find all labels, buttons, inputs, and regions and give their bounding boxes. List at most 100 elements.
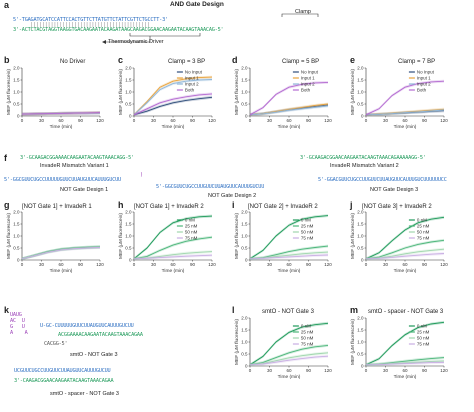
chart9-legend-label: 0 nM [417, 324, 427, 329]
chart8-xtick-label: 0 [249, 368, 252, 373]
chart5-xlabel: Time (min) [162, 268, 185, 274]
chart6-xtick-label: 90 [306, 262, 312, 267]
chart3-xlabel: Time (min) [394, 124, 417, 130]
not1-loop: ) [140, 172, 143, 178]
chart2-legend-label: Input 1 [301, 76, 315, 81]
chart5-xtick-label: 30 [151, 262, 157, 267]
panel-label-c: c [118, 55, 124, 65]
chart4-xtick-label: 30 [39, 262, 45, 267]
chart5-legend-label: 50 nM [185, 230, 198, 235]
not1-name: NOT Gate Design 1 [60, 187, 109, 193]
chart3-xtick-label: 60 [402, 118, 408, 123]
chart8-legend-label: 25 nM [301, 330, 314, 335]
panel-label-e: e [350, 55, 356, 65]
chart1-series-band [134, 95, 212, 116]
chart9-series-line [365, 321, 445, 366]
chart5-ytick-label: 0 [129, 258, 132, 263]
chart5-ytick-label: 2.0 [125, 210, 132, 215]
chart2-series-band [250, 81, 328, 116]
chart8-legend-label: 0 nM [301, 324, 311, 329]
chart4-xtick-label: 0 [21, 262, 24, 267]
chart2-series-line [249, 81, 329, 116]
chart5-series-line [133, 254, 213, 260]
k-seq1-tail: CACGG-5' [44, 341, 68, 347]
chart6-ytick-label: 2.0 [241, 210, 248, 215]
chart4-ytick-label: 2.0 [13, 210, 20, 215]
chart6-legend-label: 75 nM [301, 236, 314, 241]
chart9-xtick-label: 90 [422, 368, 428, 373]
chart8-xtick-label: 30 [267, 368, 273, 373]
panel-title-h: [NOT Gate 1] + InvadeR 2 [134, 204, 204, 210]
chart1-xtick-label: 90 [190, 118, 196, 123]
chart0-ytick-label: 1.5 [13, 78, 20, 83]
chart1-xtick-label: 30 [151, 118, 157, 123]
chart9-xtick-label: 120 [440, 368, 448, 373]
chart2-ytick-label: 1.5 [241, 78, 248, 83]
chart7-ytick-label: 1.5 [357, 222, 364, 227]
chart6-xlabel: Time (min) [278, 268, 301, 274]
not3-name: NOT Gate Design 3 [370, 187, 419, 193]
panel-label-d: d [232, 55, 238, 65]
chart7-xtick-label: 0 [365, 262, 368, 267]
chart7-xlabel: Time (min) [394, 268, 417, 274]
chart5-ytick-label: 1.0 [125, 234, 132, 239]
chart2-xtick-label: 0 [249, 118, 252, 123]
chart5-ylabel: MEF (μM fluorescein) [118, 213, 124, 259]
chart0-ytick-label: 0 [17, 114, 20, 119]
chart3-legend-label: Both [417, 88, 427, 93]
chart5-xtick-label: 60 [170, 262, 176, 267]
chart0-xtick-label: 0 [21, 118, 24, 123]
chart1-series-line [133, 96, 213, 116]
chart7-legend-label: 25 nM [417, 224, 430, 229]
chart1-legend-label: Input 2 [185, 82, 199, 87]
panel-label-m: m [350, 305, 359, 315]
not3-seq: 5'-GGACGUUCUGCCUUGUUCUUAUGUUCAUUUGUCUUUU… [318, 177, 447, 183]
chart7-series-line [365, 239, 445, 260]
chart9-xtick-label: 60 [402, 368, 408, 373]
chart7-xtick-label: 120 [440, 262, 448, 267]
chart3-xtick-label: 90 [422, 118, 428, 123]
chart3-legend-label: Input 2 [417, 82, 431, 87]
chart9-ytick-label: 0 [361, 364, 364, 369]
chart2-xtick-label: 90 [306, 118, 312, 123]
chart3-xtick-label: 30 [383, 118, 389, 123]
chart9-legend-label: 25 nM [417, 330, 430, 335]
chart7-ytick-label: 0.5 [357, 246, 364, 251]
chart1-xtick-label: 120 [208, 118, 216, 123]
chart6-xtick-label: 30 [267, 262, 273, 267]
chart8-xtick-label: 60 [286, 368, 292, 373]
chart3-ytick-label: 1.5 [357, 78, 364, 83]
panel-label-j: j [350, 200, 353, 210]
k-seq1-bottom: ACGGAAAACAAGAATACAAGTAAACAGAA [58, 332, 143, 338]
chart6-series-line [249, 254, 329, 260]
chart2-xtick-label: 30 [267, 118, 273, 123]
chart7-series-line [365, 253, 445, 260]
chart4-xtick-label: 90 [78, 262, 84, 267]
panel-title-g: [NOT Gate 1] + InvadeR 1 [22, 204, 92, 210]
chart4-xtick-label: 60 [58, 262, 64, 267]
chart6-xtick-label: 60 [286, 262, 292, 267]
panel-title-i: [NOT Gate 2] + InvadeR 2 [248, 204, 318, 210]
chart5-xtick-label: 120 [208, 262, 216, 267]
chart1-legend-label: Input 1 [185, 76, 199, 81]
chart1-series-line [133, 76, 213, 116]
not1-seq: 5'-GGCGUUCUGCCUUUUUGUUCUUAUGUUCAUUUGUCUU [4, 177, 121, 183]
invader1-name: InvadeR Mismatch Variant 1 [40, 163, 109, 169]
chart4-series-line [21, 247, 101, 260]
chart8-ylabel: MEF (μM fluorescein) [234, 319, 240, 365]
chart6-xtick-label: 120 [324, 262, 332, 267]
chart8-xtick-label: 90 [306, 368, 312, 373]
chart7-ylabel: MEF (μM fluorescein) [350, 213, 356, 259]
chart5-legend-label: 25 nM [185, 224, 198, 229]
chart0-ytick-label: 1.0 [13, 90, 20, 95]
chart9-legend-label: 75 nM [417, 342, 430, 347]
chart2-ylabel: MEF (μM fluorescein) [234, 69, 240, 115]
chart8-ytick-label: 1.0 [241, 340, 248, 345]
chart6-series-line [249, 215, 329, 260]
chart6-legend-label: 50 nM [301, 230, 314, 235]
chart1-ytick-label: 0 [129, 114, 132, 119]
invader1-seq: 3'-GCAAGACGGAAAACAAGAATACAAGTAAACAGG-5' [20, 155, 135, 161]
chart6-ytick-label: 0.5 [241, 246, 248, 251]
chart1-legend-label: No Input [185, 70, 203, 75]
chart8-ytick-label: 0 [245, 364, 248, 369]
